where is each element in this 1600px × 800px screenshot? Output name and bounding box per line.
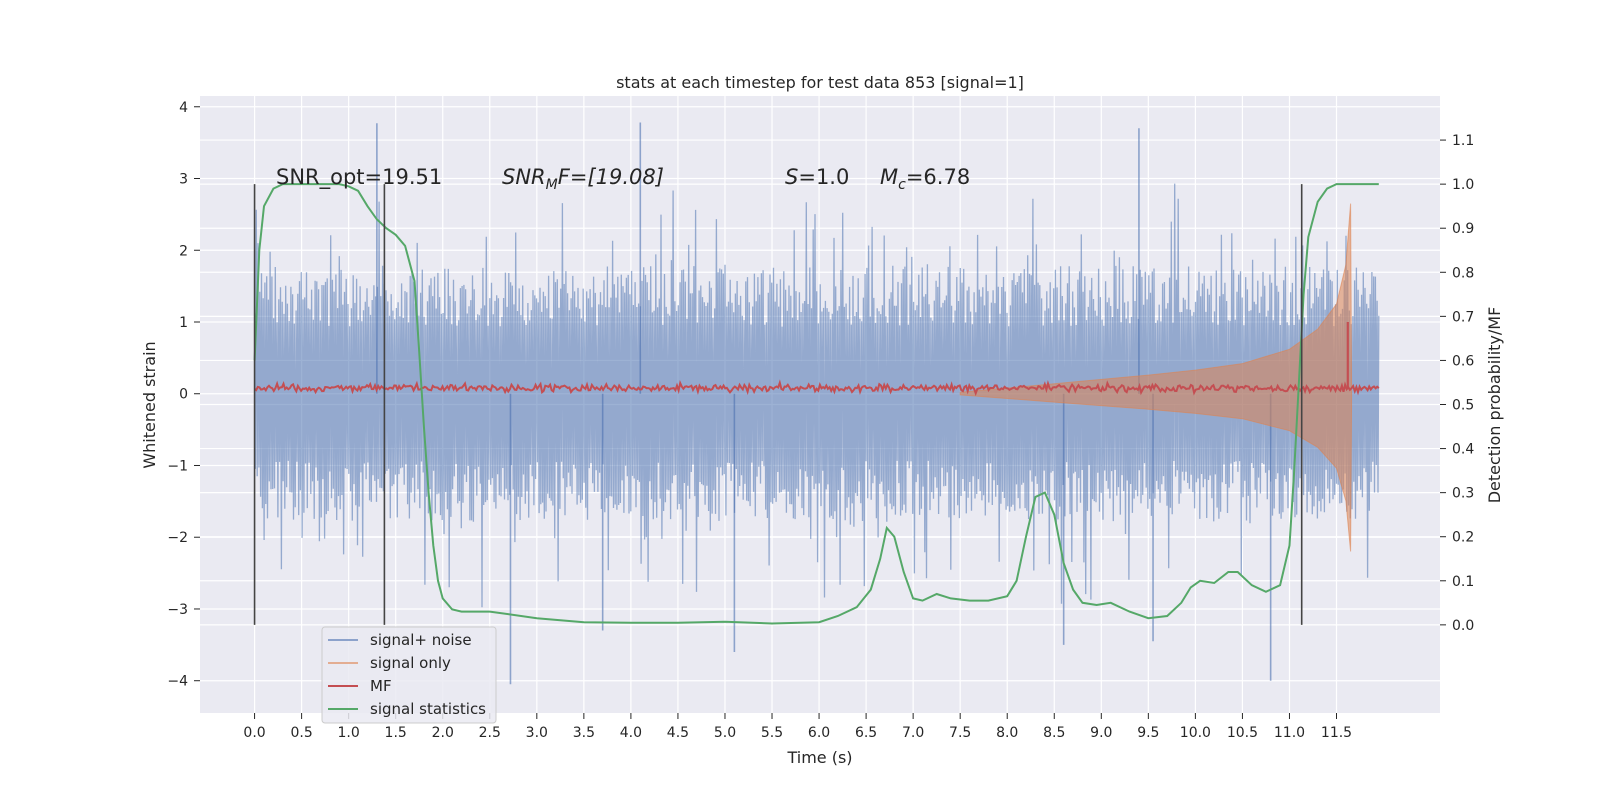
y2-tick-label: 0.6 [1452, 353, 1474, 369]
y-tick-label: −1 [167, 458, 188, 474]
y-tick-label: 4 [179, 100, 188, 116]
annotation-mc: Mc=6.78 [880, 165, 970, 193]
y2-tick-label: 0.4 [1452, 442, 1474, 458]
x-tick-label: 5.0 [714, 725, 736, 741]
annotation-snr-mf-sub: M [546, 177, 558, 193]
signal-statistics-line [253, 183, 1379, 625]
x-tick-label: 2.5 [479, 725, 501, 741]
x-axis-ticks: 0.0 0.5 1.0 1.5 2.0 2.5 3.0 3.5 4.0 4.5 5.0 5.5 6.0 6… [243, 713, 1352, 741]
legend-label-signal-statistics: signal statistics [370, 700, 486, 718]
x-tick-label: 3.0 [526, 725, 548, 741]
vertical-markers [253, 184, 1303, 625]
legend-box [321, 626, 497, 724]
legend: signal+ noise signal only MF signal stat… [321, 626, 497, 724]
y2-tick-label: 0.9 [1452, 221, 1474, 237]
annotation-mc-sub: c [898, 177, 906, 193]
x-tick-label: 1.0 [338, 725, 360, 741]
annotation-snr-opt: SNR_opt=19.51 [276, 165, 442, 190]
x-tick-label: 10.0 [1180, 725, 1211, 741]
x-tick-label: 6.0 [808, 725, 830, 741]
x-tick-label: 7.5 [949, 725, 971, 741]
annotation-s-italic: S [785, 165, 798, 189]
y2-tick-label: 1.1 [1452, 133, 1474, 149]
x-tick-label: 8.0 [996, 725, 1018, 741]
series-layer [253, 122, 1380, 685]
x-tick-label: 0.0 [243, 725, 265, 741]
x-axis-label: Time (s) [786, 748, 852, 767]
x-tick-label: 11.0 [1274, 725, 1305, 741]
y-tick-label: 2 [179, 243, 188, 259]
y2-tick-label: 0.5 [1452, 398, 1474, 414]
x-tick-label: 5.5 [761, 725, 783, 741]
annotation-s-rest: =1.0 [798, 165, 849, 189]
y-axis-label: Whitened strain [140, 341, 159, 468]
y2-axis-ticks: 0.0 0.1 0.2 0.3 0.4 0.5 0.6 0.7 0.8 0.9 1.0 1.1 [1440, 133, 1474, 634]
y2-tick-label: 0.3 [1452, 486, 1474, 502]
y2-tick-label: 0.8 [1452, 265, 1474, 281]
annotation-mc-rest: =6.78 [906, 165, 970, 189]
x-tick-label: 9.5 [1137, 725, 1159, 741]
annotation-snr-mf: SNRMF=[19.08] [502, 165, 664, 193]
x-tick-label: 4.5 [667, 725, 689, 741]
x-tick-label: 4.0 [620, 725, 642, 741]
x-tick-label: 7.0 [902, 725, 924, 741]
legend-label-signal-noise: signal+ noise [370, 631, 472, 649]
y-tick-label: −3 [167, 602, 188, 618]
annotation-snr-mf-rest: F=[19.08] [558, 165, 664, 189]
signal-noise-line [253, 183, 1380, 608]
chart-title: stats at each timestep for test data 853… [616, 73, 1024, 92]
y-axis-ticks: −4 −3 −2 −1 0 1 2 3 4 [167, 100, 200, 690]
y-tick-label: 3 [179, 172, 188, 188]
annotation-snr-mf-main: SNR [502, 165, 546, 189]
legend-label-mf: MF [370, 677, 392, 695]
y-tick-label: 1 [179, 315, 188, 331]
x-tick-label: 3.5 [573, 725, 595, 741]
mf-line [253, 379, 1380, 397]
y-tick-label: 0 [179, 387, 188, 403]
y2-tick-label: 0.2 [1452, 530, 1474, 546]
annotation-mc-main: M [880, 165, 898, 189]
x-tick-label: 10.5 [1227, 725, 1258, 741]
y2-tick-label: 1.0 [1452, 177, 1474, 193]
y2-tick-label: 0.7 [1452, 309, 1474, 325]
y-tick-label: −4 [167, 674, 188, 690]
y2-tick-label: 0.1 [1452, 574, 1474, 590]
x-tick-label: 1.5 [385, 725, 407, 741]
x-tick-label: 6.5 [855, 725, 877, 741]
annotation-s: S=1.0 [785, 165, 849, 189]
x-tick-label: 0.5 [290, 725, 312, 741]
legend-label-signal-only: signal only [370, 654, 451, 672]
x-tick-label: 11.5 [1321, 725, 1352, 741]
signal-only-band [959, 203, 1353, 552]
y-tick-label: −2 [167, 530, 188, 546]
y2-axis-label: Detection probability/MF [1485, 307, 1504, 504]
y2-tick-label: 0.0 [1452, 618, 1474, 634]
x-tick-label: 9.0 [1090, 725, 1112, 741]
x-tick-label: 8.5 [1043, 725, 1065, 741]
x-tick-label: 2.0 [432, 725, 454, 741]
